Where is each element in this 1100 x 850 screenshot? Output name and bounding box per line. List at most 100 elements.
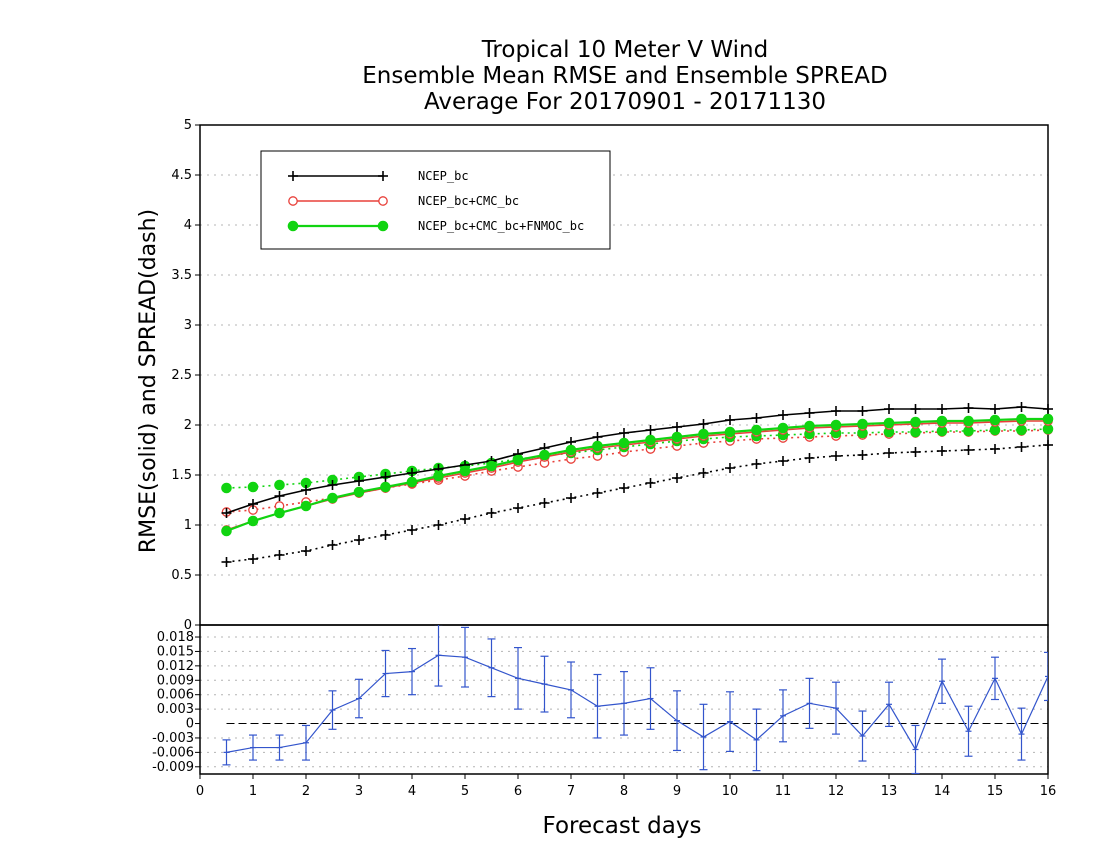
spread-point-ncep-bc xyxy=(380,530,391,540)
x-tick-label: 1 xyxy=(249,784,257,799)
rmse-point-ncep-bc-cmc-bc-fnmoc-bc xyxy=(777,422,789,434)
difference-series-group xyxy=(222,625,1048,774)
rmse-point-ncep-bc xyxy=(884,404,894,414)
top-y-tick-label: 4 xyxy=(184,218,192,233)
top-y-tick-label: 2 xyxy=(184,418,192,433)
rmse-point-ncep-bc-cmc-bc-fnmoc-bc xyxy=(963,415,974,427)
rmse-point-ncep-bc xyxy=(725,415,735,425)
rmse-point-ncep-bc xyxy=(619,428,629,438)
x-tick-label: 8 xyxy=(620,784,628,799)
rmse-point-ncep-bc-cmc-bc-fnmoc-bc xyxy=(645,434,656,446)
bottom-y-tick-label: 0.012 xyxy=(157,659,194,674)
legend-label-ncep-bc: NCEP_bc xyxy=(418,169,469,183)
rmse-point-ncep-bc-cmc-bc-fnmoc-bc xyxy=(910,416,921,428)
spread-point-ncep-bc xyxy=(910,447,921,457)
y-axis-title: RMSE(solid) and SPREAD(dash) xyxy=(136,209,161,553)
rmse-point-ncep-bc-cmc-bc-fnmoc-bc xyxy=(221,525,232,537)
spread-point-ncep-bc xyxy=(460,514,470,524)
spread-point-ncep-bc xyxy=(778,456,788,466)
rmse-point-ncep-bc-cmc-bc-fnmoc-bc xyxy=(804,420,815,432)
spread-point-ncep-bc xyxy=(327,540,338,550)
rmse-point-ncep-bc-cmc-bc-fnmoc-bc xyxy=(353,486,365,498)
legend-marker-ncep-bc-cmc-bc-fnmoc-bc xyxy=(377,220,389,232)
legend-marker-ncep-bc-cmc-bc xyxy=(378,196,388,206)
rmse-point-ncep-bc xyxy=(354,476,364,486)
spread-point-ncep-bc xyxy=(433,520,444,530)
rmse-point-ncep-bc-cmc-bc-fnmoc-bc xyxy=(936,415,948,427)
x-tick-label: 9 xyxy=(673,784,681,799)
x-tick-label: 14 xyxy=(934,784,951,799)
spread-line-ncep-bc xyxy=(226,444,1049,563)
rmse-point-ncep-bc xyxy=(301,485,311,495)
rmse-point-ncep-bc-cmc-bc-fnmoc-bc xyxy=(274,507,285,519)
rmse-point-ncep-bc xyxy=(645,425,656,435)
rmse-point-ncep-bc-cmc-bc-fnmoc-bc xyxy=(433,470,444,482)
spread-point-ncep-bc xyxy=(645,478,656,488)
rmse-point-ncep-bc xyxy=(857,406,868,416)
legend-marker-ncep-bc xyxy=(378,171,388,181)
rmse-point-ncep-bc xyxy=(831,406,841,416)
spread-point-ncep-bc-cmc-bc-fnmoc-bc xyxy=(247,481,259,493)
spread-point-ncep-bc xyxy=(301,546,311,556)
bottom-y-tick-label: 0 xyxy=(186,717,194,732)
rmse-point-ncep-bc xyxy=(380,472,391,482)
spread-point-ncep-bc xyxy=(884,448,894,458)
rmse-point-ncep-bc xyxy=(1016,402,1027,412)
top-y-tick-label: 3.5 xyxy=(171,268,192,283)
chart-title-line-3: Average For 20170901 - 20171130 xyxy=(423,89,827,115)
spread-point-ncep-bc xyxy=(804,453,815,463)
rmse-point-ncep-bc-cmc-bc-fnmoc-bc xyxy=(830,419,842,431)
rmse-point-ncep-bc-cmc-bc-fnmoc-bc xyxy=(698,428,709,440)
bottom-y-tick-label: 0.003 xyxy=(157,702,194,717)
rmse-point-ncep-bc xyxy=(910,404,921,414)
top-y-tick-label: 2.5 xyxy=(171,368,192,383)
rmse-point-ncep-bc xyxy=(221,508,232,518)
legend-marker-ncep-bc-cmc-bc xyxy=(288,196,298,206)
x-tick-label: 3 xyxy=(355,784,363,799)
rmse-point-ncep-bc-cmc-bc-fnmoc-bc xyxy=(883,417,895,429)
spread-point-ncep-bc xyxy=(221,557,232,567)
x-tick-label: 12 xyxy=(828,784,845,799)
spread-point-ncep-bc-cmc-bc-fnmoc-bc xyxy=(221,482,232,494)
rmse-point-ncep-bc-cmc-bc-fnmoc-bc xyxy=(565,444,577,456)
bottom-y-tick-label: -0.006 xyxy=(152,745,194,760)
rmse-point-ncep-bc-cmc-bc-fnmoc-bc xyxy=(751,424,762,436)
spread-point-ncep-bc xyxy=(592,488,603,498)
spread-point-ncep-bc xyxy=(539,498,550,508)
spread-point-ncep-bc xyxy=(486,508,497,518)
chart-title-line-2: Ensemble Mean RMSE and Ensemble SPREAD xyxy=(362,63,888,89)
spread-point-ncep-bc xyxy=(513,503,523,513)
x-tick-label: 10 xyxy=(722,784,739,799)
rmse-line-ncep-bc-cmc-bc xyxy=(226,420,1048,531)
rmse-point-ncep-bc-cmc-bc-fnmoc-bc xyxy=(486,460,497,472)
rmse-point-ncep-bc xyxy=(937,404,947,414)
spread-point-ncep-bc xyxy=(698,468,709,478)
spread-point-ncep-bc-cmc-bc-fnmoc-bc xyxy=(1016,424,1027,436)
spread-point-ncep-bc xyxy=(963,445,974,455)
rmse-point-ncep-bc-cmc-bc-fnmoc-bc xyxy=(512,454,524,466)
rmse-point-ncep-bc xyxy=(804,408,815,418)
rmse-point-ncep-bc xyxy=(672,422,682,432)
top-y-tick-label: 4.5 xyxy=(171,168,192,183)
rmse-point-ncep-bc xyxy=(698,419,709,429)
spread-line-ncep-bc-cmc-bc-fnmoc-bc xyxy=(226,428,1049,489)
rmse-point-ncep-bc xyxy=(963,403,974,413)
top-y-tick-label: 1.5 xyxy=(171,468,192,483)
x-tick-label: 2 xyxy=(302,784,310,799)
bottom-y-tick-label: 0.006 xyxy=(157,688,194,703)
rmse-point-ncep-bc xyxy=(1043,404,1053,414)
rmse-point-ncep-bc-cmc-bc-fnmoc-bc xyxy=(592,440,603,452)
x-tick-label: 11 xyxy=(775,784,792,799)
rmse-point-ncep-bc xyxy=(592,432,603,442)
rmse-point-ncep-bc-cmc-bc-fnmoc-bc xyxy=(618,437,630,449)
bottom-y-tick-label: 0.009 xyxy=(157,673,194,688)
rmse-point-ncep-bc-cmc-bc-fnmoc-bc xyxy=(671,431,683,443)
bottom-y-tick-label: 0.018 xyxy=(157,630,194,645)
x-axis-title: Forecast days xyxy=(543,813,702,839)
rmse-line-ncep-bc-cmc-bc-fnmoc-bc xyxy=(226,417,1048,533)
x-tick-label: 16 xyxy=(1040,784,1057,799)
spread-point-ncep-bc-cmc-bc-fnmoc-bc xyxy=(274,479,285,491)
spread-point-ncep-bc xyxy=(1016,442,1027,452)
spread-point-ncep-bc xyxy=(831,451,841,461)
